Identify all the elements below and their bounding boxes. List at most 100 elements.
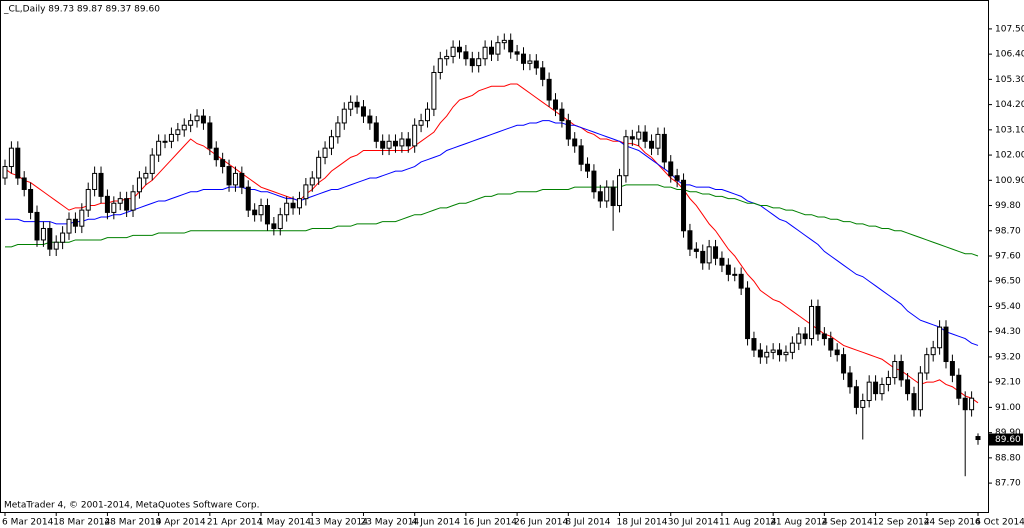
y-tick-label: 102.00 xyxy=(995,151,1024,161)
candle-body xyxy=(553,99,559,110)
candle-body xyxy=(585,163,591,172)
candle-body xyxy=(636,131,642,140)
candle-body xyxy=(15,147,21,179)
x-tick-label: 18 Mar 2014 xyxy=(53,518,110,528)
candle-body xyxy=(591,170,597,193)
candle-body xyxy=(392,140,398,147)
candle-body xyxy=(629,136,635,140)
candle-body xyxy=(610,186,616,207)
candle-body xyxy=(8,147,14,168)
candle-body xyxy=(815,305,821,335)
y-tick-label: 89.90 xyxy=(995,428,1021,438)
candle-body xyxy=(296,198,302,209)
footer: MetaTrader 4, © 2001-2014, MetaQuotes So… xyxy=(4,501,260,511)
candle-body xyxy=(533,60,539,69)
candle-body xyxy=(34,211,40,241)
candle-body xyxy=(168,133,174,142)
y-tick-label: 103.10 xyxy=(995,125,1024,135)
candle-body xyxy=(949,361,955,376)
candle-body xyxy=(316,156,322,179)
candle-body xyxy=(789,342,795,353)
candle-body xyxy=(405,138,411,147)
candle-body xyxy=(271,223,277,229)
x-tick-label: 6 Mar 2014 xyxy=(2,518,54,528)
candle-body xyxy=(681,179,687,232)
candle-body xyxy=(738,273,744,289)
candle-body xyxy=(130,191,136,211)
candle-body xyxy=(527,60,533,64)
y-tick-label: 87.70 xyxy=(995,479,1021,489)
candle-body xyxy=(418,120,424,126)
x-tick-label: 26 Jun 2014 xyxy=(514,518,568,528)
candle-body xyxy=(335,122,341,138)
x-tick-label: 16 Jun 2014 xyxy=(463,518,517,528)
last-price-box xyxy=(989,433,1023,446)
candle-body xyxy=(53,241,59,250)
candle-body xyxy=(617,175,623,207)
candle-body xyxy=(917,372,923,411)
candle-body xyxy=(431,71,437,110)
candle-body xyxy=(284,202,290,216)
chart-title: _CL,Daily 89.73 89.87 89.37 89.60 xyxy=(3,5,160,15)
candle-body xyxy=(469,58,475,67)
candle-body xyxy=(725,264,731,275)
x-tick-label: 30 Jul 2014 xyxy=(668,518,719,528)
candle-body xyxy=(322,147,328,158)
candle-body xyxy=(802,333,808,340)
candle-body xyxy=(412,124,418,147)
candle-body xyxy=(258,205,264,216)
candle-body xyxy=(181,124,187,131)
candle-body xyxy=(559,108,565,122)
candle-body xyxy=(162,140,168,143)
y-tick-label: 106.40 xyxy=(995,50,1024,60)
candle-body xyxy=(700,250,706,264)
candle-body xyxy=(188,120,194,126)
candle-body xyxy=(252,209,258,216)
candle-body xyxy=(21,177,27,190)
candle-body xyxy=(98,172,104,197)
candle-body xyxy=(143,172,149,179)
candle-body xyxy=(213,147,219,161)
y-tick-label: 94.30 xyxy=(995,327,1021,337)
candle-body xyxy=(540,67,546,80)
candle-body xyxy=(245,186,251,211)
candle-body xyxy=(892,361,898,379)
candle-body xyxy=(444,55,450,60)
candle-body xyxy=(674,175,680,181)
x-tick-label: 13 May 2014 xyxy=(309,518,368,528)
candle-body xyxy=(207,122,213,149)
x-tick-label: 21 Aug 2014 xyxy=(770,518,828,528)
y-tick-label: 99.80 xyxy=(995,201,1021,211)
candle-body xyxy=(386,140,392,149)
candle-body xyxy=(399,138,405,147)
candle-body xyxy=(898,361,904,381)
candle-body xyxy=(175,129,181,135)
candle-body xyxy=(149,154,155,174)
candle-body xyxy=(732,273,738,276)
y-tick-label: 93.20 xyxy=(995,352,1021,362)
candle-body xyxy=(290,202,296,209)
candle-body xyxy=(572,138,578,147)
x-tick-label: 1 May 2014 xyxy=(258,518,311,528)
y-tick-label: 91.00 xyxy=(995,403,1021,413)
candle-body xyxy=(578,145,584,165)
y-tick-label: 97.60 xyxy=(995,252,1021,262)
y-tick-label: 98.70 xyxy=(995,226,1021,236)
candle-body xyxy=(264,205,270,225)
candle-body xyxy=(28,188,34,213)
x-tick-label: 8 Jul 2014 xyxy=(565,518,610,528)
candle-body xyxy=(489,46,494,55)
candle-body xyxy=(777,349,783,356)
candle-body xyxy=(873,381,879,395)
candle-body xyxy=(156,140,162,156)
candle-body xyxy=(450,46,456,57)
candle-body xyxy=(962,397,968,411)
candle-body xyxy=(92,172,98,190)
candle-body xyxy=(809,305,815,340)
candle-body xyxy=(745,287,751,340)
candle-body xyxy=(764,351,770,358)
candle-body xyxy=(226,166,232,186)
candle-body xyxy=(879,383,885,395)
candle-body xyxy=(930,347,936,356)
candle-body xyxy=(482,46,488,60)
